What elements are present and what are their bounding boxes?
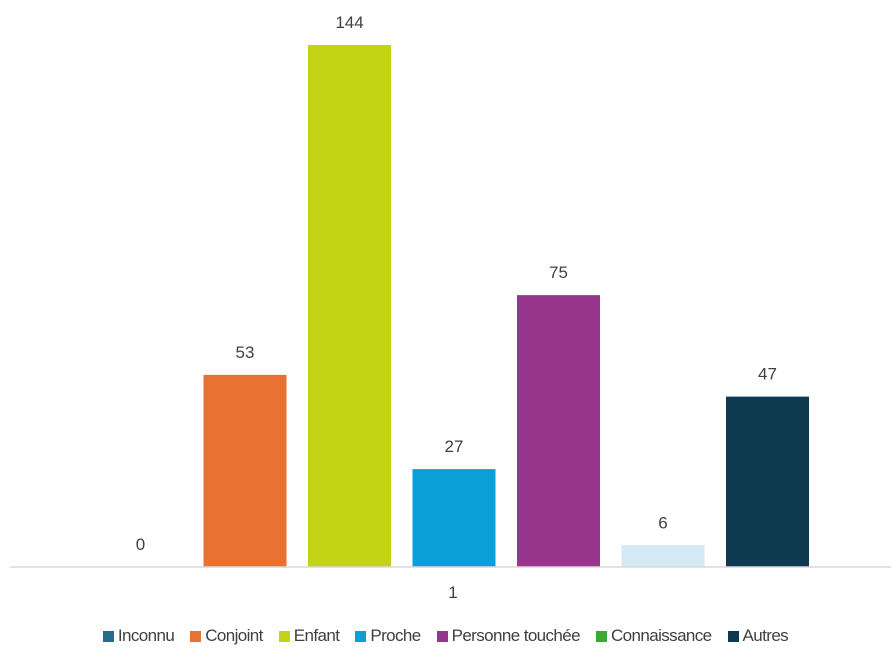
legend-label-autres: Autres — [742, 626, 789, 645]
bar-autres — [726, 396, 809, 567]
legend-label-proche: Proche — [370, 626, 421, 645]
bar-enfant — [308, 45, 391, 567]
data-label-personne-touchee: 75 — [549, 263, 568, 282]
legend-item-autres: Autres — [727, 626, 789, 646]
x-tick-label: 1 — [448, 583, 457, 602]
bar-connaissance — [621, 545, 705, 567]
legend: Inconnu Conjoint Enfant Proche Personne touc… — [0, 626, 891, 646]
data-labels-layer: 0 53 144 27 75 6 47 — [136, 13, 777, 554]
chart-canvas: 0 53 144 27 75 6 47 1 — [10, 13, 891, 602]
bar-proche — [412, 469, 496, 567]
data-label-connaissance: 6 — [658, 513, 667, 532]
legend-label-inconnu: Inconnu — [117, 626, 175, 645]
legend-item-connaissance: Connaissance — [596, 626, 712, 646]
data-label-autres: 47 — [758, 365, 777, 384]
legend-swatch-proche — [355, 630, 367, 642]
legend-label-enfant: Enfant — [293, 626, 340, 645]
data-label-inconnu: 0 — [136, 535, 145, 554]
legend-item-enfant: Enfant — [278, 626, 340, 646]
legend-swatch-inconnu — [102, 630, 114, 642]
legend-item-proche: Proche — [355, 626, 421, 646]
legend-swatch-enfant — [278, 630, 290, 642]
legend-swatch-personne-touchee — [436, 630, 448, 642]
legend-label-connaissance: Connaissance — [611, 626, 712, 645]
legend-label-personne-touchee: Personne touchée — [451, 626, 581, 645]
bar-conjoint — [203, 374, 287, 567]
bars-layer — [203, 45, 809, 567]
legend-item-conjoint: Conjoint — [190, 626, 263, 646]
legend-item-inconnu: Inconnu — [102, 626, 175, 646]
legend-item-personne-touchee: Personne touchée — [436, 626, 581, 646]
legend-swatch-conjoint — [190, 630, 202, 642]
data-label-conjoint: 53 — [236, 343, 255, 362]
legend-swatch-autres — [727, 630, 739, 642]
legend-swatch-connaissance — [596, 630, 607, 642]
data-label-enfant: 144 — [335, 13, 363, 32]
bar-personne-touchee — [517, 295, 600, 567]
data-label-proche: 27 — [445, 437, 464, 456]
legend-label-conjoint: Conjoint — [205, 626, 263, 645]
